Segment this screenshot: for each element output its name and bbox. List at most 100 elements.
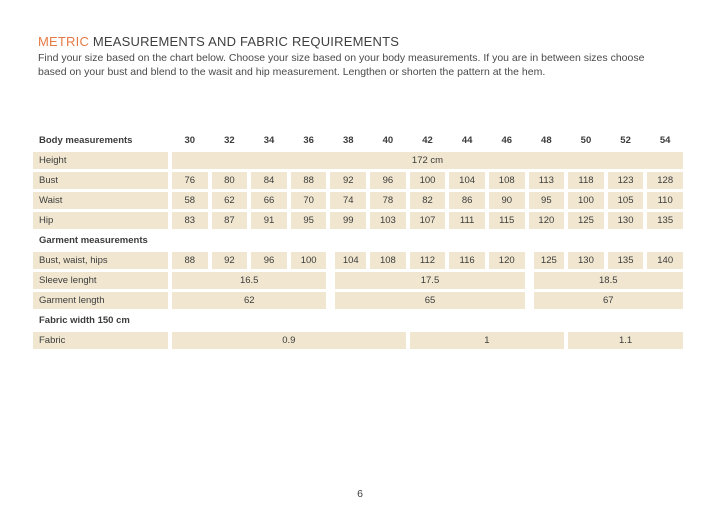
size-header: 42 [422, 135, 433, 146]
waist-value: 95 [528, 192, 565, 209]
sleeve-length-row: Sleeve lenght 16.5 17.5 18.5 [33, 272, 683, 289]
waist-value: 110 [647, 192, 683, 209]
garment-value: 104 [335, 252, 367, 269]
garment-value: 116 [449, 252, 485, 269]
bust-value: 76 [172, 172, 208, 189]
fabric-value: 1.1 [568, 332, 683, 349]
table-header-row: Body measurements 30 32 34 36 38 40 42 4… [33, 132, 683, 149]
bust-value: 88 [290, 172, 327, 189]
fabric-row: Fabric 0.9 1 1.1 [33, 332, 683, 349]
bust-value: 100 [409, 172, 446, 189]
waist-value: 74 [330, 192, 367, 209]
hip-value: 120 [528, 212, 565, 229]
garment-value: 92 [211, 252, 248, 269]
size-header: 36 [303, 135, 314, 146]
waist-row: Waist 58 62 66 70 74 78 82 86 90 95 100 … [33, 192, 683, 209]
hip-row: Hip 83 87 91 95 99 103 107 111 115 120 1… [33, 212, 683, 229]
bust-row: Bust 76 80 84 88 92 96 100 104 108 113 1… [33, 172, 683, 189]
row-label-height: Height [33, 152, 168, 169]
header-body-measurements: Body measurements [39, 135, 133, 146]
size-header: 44 [461, 135, 473, 146]
hip-value: 83 [172, 212, 208, 229]
intro-line-2: based on your bust and blend to the wasi… [38, 65, 546, 78]
garment-length-row: Garment length 62 65 67 [33, 292, 683, 309]
waist-value: 78 [370, 192, 406, 209]
bust-value: 84 [251, 172, 287, 189]
bust-value: 123 [607, 172, 644, 189]
waist-value: 62 [211, 192, 248, 209]
hip-value: 95 [290, 212, 327, 229]
sleeve-length-value: 18.5 [533, 272, 683, 289]
waist-value: 70 [290, 192, 327, 209]
garment-value: 135 [607, 252, 644, 269]
size-header: 32 [224, 135, 235, 146]
fabric-value: 1 [409, 332, 565, 349]
hip-value: 135 [647, 212, 683, 229]
row-label-bust-waist-hips: Bust, waist, hips [33, 252, 168, 269]
hip-value: 107 [409, 212, 446, 229]
hip-value: 99 [330, 212, 367, 229]
bust-value: 108 [488, 172, 525, 189]
hip-value: 130 [607, 212, 644, 229]
row-label-garment-length: Garment length [33, 292, 168, 309]
row-label-sleeve-length: Sleeve lenght [33, 272, 168, 289]
waist-value: 66 [251, 192, 287, 209]
hip-value: 125 [568, 212, 604, 229]
garment-bwh-row: Bust, waist, hips 88 92 96 100 104 108 1… [33, 252, 683, 269]
size-header: 52 [620, 135, 631, 146]
bust-value: 96 [370, 172, 406, 189]
size-header: 30 [184, 135, 196, 146]
size-header: 54 [659, 135, 671, 146]
hip-value: 87 [211, 212, 248, 229]
garment-value: 96 [251, 252, 287, 269]
garment-value: 100 [290, 252, 327, 269]
waist-value: 90 [488, 192, 525, 209]
intro-text: Find your size based on the chart below.… [38, 52, 690, 79]
bust-value: 104 [449, 172, 485, 189]
garment-value: 108 [370, 252, 406, 269]
hip-value: 91 [251, 212, 287, 229]
garment-section-title: Garment measurements [39, 235, 148, 246]
size-header: 40 [382, 135, 394, 146]
bust-value: 113 [528, 172, 565, 189]
hip-value: 111 [449, 212, 485, 229]
garment-value: 120 [488, 252, 525, 269]
size-header: 50 [580, 135, 592, 146]
document-page: METRIC MEASUREMENTS AND FABRIC REQUIREME… [33, 34, 690, 349]
garment-value: 130 [568, 252, 604, 269]
row-label-hip: Hip [33, 212, 168, 229]
fabric-section-title: Fabric width 150 cm [39, 315, 130, 326]
waist-value: 100 [568, 192, 604, 209]
waist-value: 58 [172, 192, 208, 209]
garment-value: 88 [172, 252, 208, 269]
garment-length-value: 65 [335, 292, 525, 309]
row-label-fabric: Fabric [33, 332, 168, 349]
garment-value: 112 [409, 252, 446, 269]
hip-value: 103 [370, 212, 406, 229]
garment-value: 125 [533, 252, 565, 269]
hip-value: 115 [488, 212, 525, 229]
sleeve-length-value: 16.5 [172, 272, 327, 289]
height-row: Height 172 cm [33, 152, 683, 169]
bust-value: 118 [568, 172, 604, 189]
garment-length-value: 67 [533, 292, 683, 309]
garment-length-value: 62 [172, 292, 327, 309]
fabric-value: 0.9 [172, 332, 406, 349]
page-title-highlight: METRIC [38, 34, 90, 49]
size-header: 48 [541, 135, 552, 146]
waist-value: 86 [449, 192, 485, 209]
intro-line-1: Find your size based on the chart below.… [38, 52, 645, 64]
size-header: 46 [501, 135, 513, 146]
size-header: 34 [263, 135, 275, 146]
bust-value: 92 [330, 172, 367, 189]
row-label-bust: Bust [33, 172, 168, 189]
page-number: 6 [357, 488, 363, 500]
sleeve-length-value: 17.5 [335, 272, 525, 289]
page-title: METRIC MEASUREMENTS AND FABRIC REQUIREME… [38, 34, 690, 49]
height-value: 172 cm [172, 152, 683, 169]
row-label-waist: Waist [33, 192, 168, 209]
bust-value: 80 [211, 172, 248, 189]
page-title-rest: MEASUREMENTS AND FABRIC REQUIREMENTS [89, 34, 400, 49]
size-header: 38 [342, 135, 354, 146]
garment-value: 140 [647, 252, 683, 269]
